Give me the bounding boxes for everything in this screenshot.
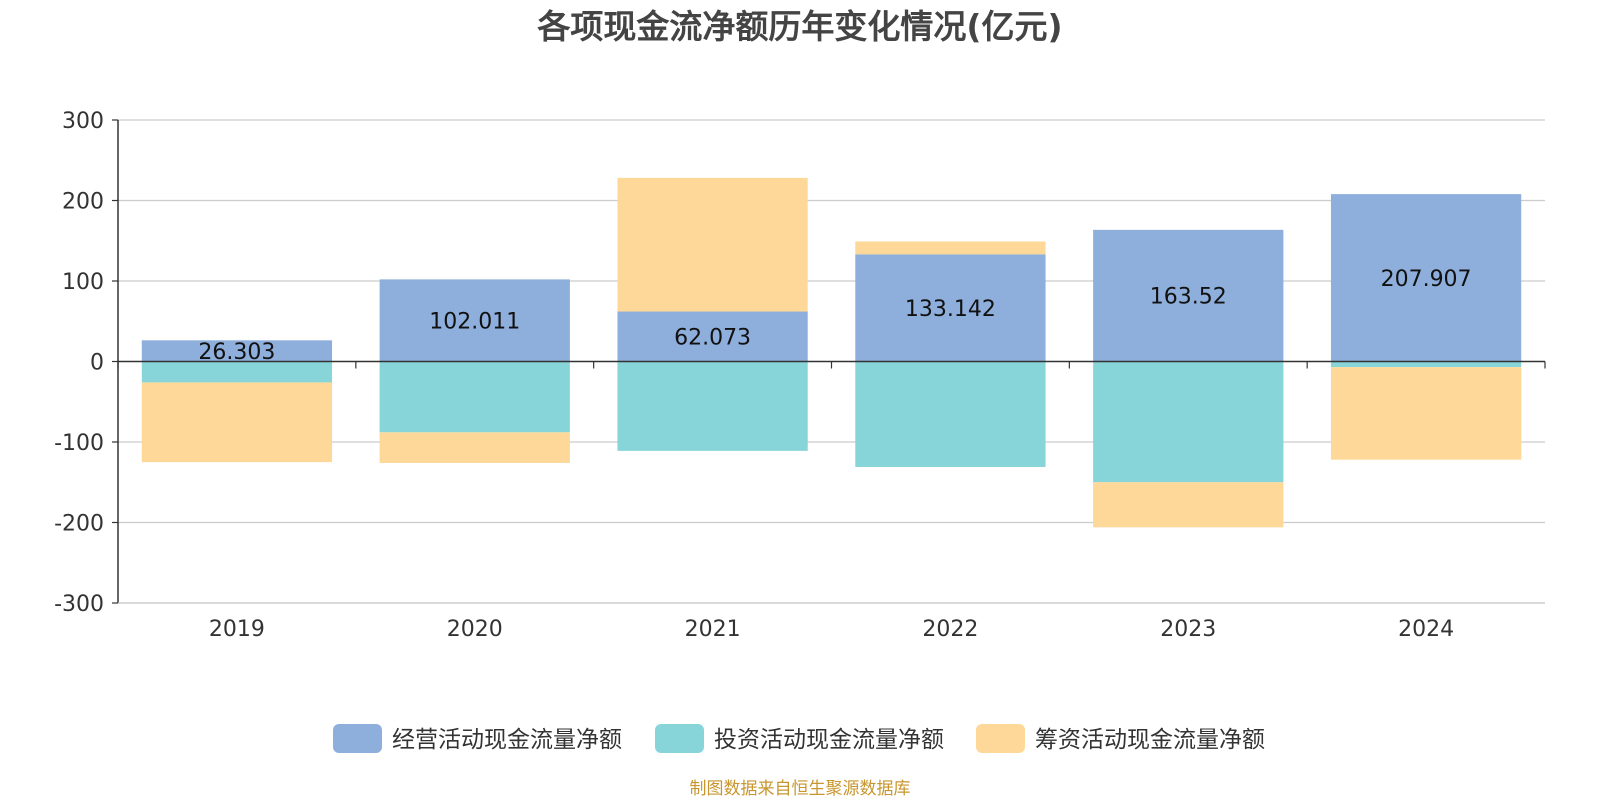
y-tick-label: 300 [62,109,104,134]
bar-2021-series-0 [617,311,808,362]
legend-swatch [333,724,382,753]
bar-2019-series-1 [141,361,333,383]
y-tick-label: 0 [90,351,104,376]
data-labels: 26.303 102.011 62.073 133.142 163.52 207.907 [198,267,1471,365]
bar-2023-series-1 [1093,361,1284,483]
data-label: 207.907 [1381,267,1472,292]
y-tick-label: -100 [54,431,104,456]
x-tick-label: 2019 [209,617,265,642]
bar-2023-series-2 [1093,482,1284,528]
data-label: 26.303 [198,340,275,365]
y-tick-label: -200 [54,512,104,537]
bar-2022-series-2 [855,241,1046,255]
legend-item-1[interactable]: 投资活动现金流量净额 [655,724,944,753]
data-label: 163.52 [1150,285,1227,310]
legend-item-2[interactable]: 筹资活动现金流量净额 [976,724,1265,753]
x-tick-label: 2021 [685,617,741,642]
data-label: 133.142 [905,297,996,322]
source-note: 制图数据来自恒生聚源数据库 [690,779,911,799]
bar-2022-series-0 [855,254,1046,362]
legend-item-0[interactable]: 经营活动现金流量净额 [333,724,622,753]
data-label: 62.073 [674,326,751,351]
axes: 300 200 100 0 -100 -200 -300 2019 2020 2021 2022 20… [54,109,1546,642]
legend-label: 筹资活动现金流量净额 [1035,727,1265,753]
legend[interactable]: 经营活动现金流量净额 投资活动现金流量净额 筹资活动现金流量净额 [333,724,1265,753]
x-tick-label: 2020 [447,617,503,642]
x-tick-label: 2024 [1398,617,1454,642]
bar-2021-series-1 [617,361,808,451]
bar-2024-series-2 [1330,367,1522,460]
legend-swatch [976,724,1025,753]
bar-2024-series-1 [1330,361,1522,368]
bar-2023-series-0 [1093,229,1284,362]
data-label: 102.011 [429,309,520,334]
y-tick-label: 100 [62,270,104,295]
bar-2022-series-1 [855,361,1046,467]
legend-label: 投资活动现金流量净额 [714,727,944,753]
bar-2024-series-0 [1330,194,1522,362]
chart-title: 各项现金流净额历年变化情况(亿元) [536,7,1062,46]
bar-2020-series-2 [379,432,570,463]
x-tick-label: 2023 [1160,617,1216,642]
legend-swatch [655,724,704,753]
bar-2020-series-0 [379,279,570,362]
x-tick-label: 2022 [922,617,978,642]
bar-2019-series-2 [141,382,333,463]
bar-2021-series-2 [617,177,808,312]
y-tick-label: -300 [54,592,104,617]
y-tick-label: 200 [62,190,104,215]
bars [141,177,1522,528]
bar-2019-series-0 [141,340,333,362]
bar-2020-series-1 [379,361,570,433]
legend-label: 经营活动现金流量净额 [392,727,622,753]
